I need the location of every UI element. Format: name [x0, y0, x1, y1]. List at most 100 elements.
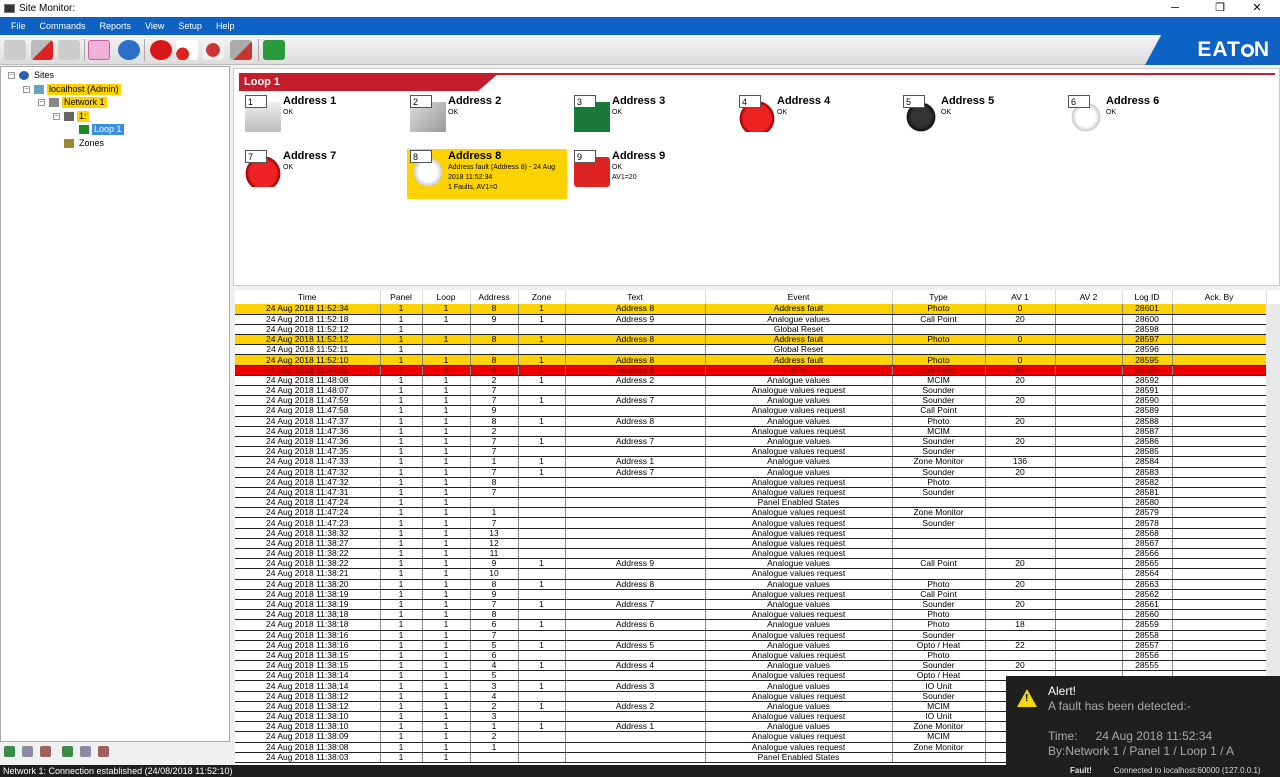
tree-node-sites[interactable]: Sites	[19, 70, 56, 81]
menu-setup[interactable]: Setup	[178, 21, 202, 31]
log-row[interactable]: 24 Aug 2018 11:47:31 1 1 7 Analogue values r…	[235, 487, 1267, 499]
mail-icon[interactable]	[88, 40, 110, 60]
log-row[interactable]: 24 Aug 2018 11:38:19 1 1 7 1 Address 7 Analogu…	[235, 599, 1267, 611]
column-header-text[interactable]: Text	[565, 290, 706, 304]
log-row[interactable]: 24 Aug 2018 11:38:16 1 1 7 Analogue values r…	[235, 630, 1267, 641]
device-tile-2[interactable]: 2 Address 2 OK	[407, 94, 567, 144]
log-row[interactable]: 24 Aug 2018 11:48:07 1 1 7 Analogue values r…	[235, 385, 1267, 397]
log-row[interactable]: 24 Aug 2018 11:47:59 1 1 7 1 Address 7 Analogu…	[235, 395, 1267, 407]
delete-network-icon[interactable]	[40, 746, 51, 757]
log-row[interactable]: 24 Aug 2018 11:47:32 1 1 8 Analogue values r…	[235, 477, 1267, 488]
log-row[interactable]: 24 Aug 2018 11:38:14 1 1 3 1 Address 3 Analogu…	[235, 680, 1267, 692]
loop-diagnostic-icon[interactable]	[263, 40, 285, 60]
log-row[interactable]: 24 Aug 2018 11:38:27 1 1 12 Analogue values …	[235, 538, 1267, 550]
download-icon[interactable]	[4, 40, 26, 60]
column-header-av-1[interactable]: AV 1	[985, 290, 1056, 304]
edit-panel-icon[interactable]	[80, 746, 91, 757]
tree-node-panel[interactable]: 1:	[64, 111, 89, 122]
device-tile-7[interactable]: 7 Address 7 OK	[242, 149, 402, 199]
column-header-type[interactable]: Type	[892, 290, 986, 304]
log-row[interactable]: 24 Aug 2018 11:38:15 1 1 4 1 Address 4 Analogu…	[235, 660, 1267, 672]
log-row[interactable]: 24 Aug 2018 11:49:52 1 1 9 1 Address 9 Fire Cal…	[235, 365, 1267, 376]
log-row[interactable]: 24 Aug 2018 11:38:20 1 1 8 1 Address 8 Analogu…	[235, 579, 1267, 590]
delete-panel-icon[interactable]	[98, 746, 109, 757]
log-row[interactable]: 24 Aug 2018 11:38:22 1 1 11 Analogue values …	[235, 548, 1267, 560]
column-header-av-2[interactable]: AV 2	[1055, 290, 1123, 304]
column-header-address[interactable]: Address	[470, 290, 519, 304]
log-row[interactable]: 24 Aug 2018 11:47:58 1 1 9 Analogue values r…	[235, 405, 1267, 417]
device-tile-5[interactable]: 5 Address 5 OK	[900, 94, 1060, 144]
collapse-icon[interactable]: −	[38, 99, 45, 106]
log-row[interactable]: 24 Aug 2018 11:47:36 1 1 7 1 Address 7 Analogu…	[235, 436, 1267, 448]
log-row[interactable]: 24 Aug 2018 11:47:24 1 1 1 Analogue values r…	[235, 507, 1267, 519]
disconnect-icon[interactable]	[31, 40, 53, 60]
log-cell: 6	[470, 650, 519, 662]
menu-reports[interactable]: Reports	[99, 21, 132, 31]
log-row[interactable]: 24 Aug 2018 11:38:22 1 1 9 1 Address 9 Analogu…	[235, 558, 1267, 570]
menu-file[interactable]: File	[11, 21, 26, 31]
add-network-icon[interactable]	[4, 746, 15, 757]
log-row[interactable]: 24 Aug 2018 11:52:12 1 Global Reset 28598	[235, 324, 1267, 336]
reset-icon[interactable]	[150, 40, 172, 60]
edit-network-icon[interactable]	[22, 746, 33, 757]
log-cell	[518, 752, 566, 763]
tree-node-network[interactable]: Network 1	[49, 97, 107, 108]
sounder-silence-icon[interactable]	[202, 40, 224, 60]
column-header-ack-by[interactable]: Ack. By	[1172, 290, 1267, 304]
log-row[interactable]: 24 Aug 2018 11:47:33 1 1 1 1 Address 1 Analogu…	[235, 456, 1267, 468]
monitor-icon[interactable]	[58, 40, 80, 60]
menu-commands[interactable]: Commands	[39, 21, 86, 31]
mute-icon[interactable]	[230, 40, 252, 60]
log-row[interactable]: 24 Aug 2018 11:52:12 1 1 8 1 Address 8 Address…	[235, 334, 1267, 346]
close-button[interactable]: ✕	[1252, 2, 1262, 14]
alert-toast[interactable]: ! Alert! A fault has been detected:- Tim…	[1006, 676, 1280, 765]
log-row[interactable]: 24 Aug 2018 11:38:16 1 1 5 1 Address 5 Analogu…	[235, 640, 1267, 651]
log-row[interactable]: 24 Aug 2018 11:52:34 1 1 8 1 Address 8 Address…	[235, 304, 1267, 315]
device-tile-4[interactable]: 4 Address 4 OK	[736, 94, 896, 144]
log-cell	[1055, 456, 1123, 468]
log-row[interactable]: 24 Aug 2018 11:47:24 1 1 Panel Enabled Stat…	[235, 497, 1267, 509]
log-row[interactable]: 24 Aug 2018 11:38:15 1 1 6 Analogue values r…	[235, 650, 1267, 662]
log-row[interactable]: 24 Aug 2018 11:38:18 1 1 6 1 Address 6 Analogu…	[235, 619, 1267, 631]
log-row[interactable]: 24 Aug 2018 11:52:11 1 Global Reset 28596	[235, 344, 1267, 356]
log-row[interactable]: 24 Aug 2018 11:38:21 1 1 10 Analogue values …	[235, 568, 1267, 580]
add-panel-icon[interactable]	[62, 746, 73, 757]
minimize-button[interactable]: ─	[1171, 2, 1179, 14]
log-cell: 7	[470, 385, 519, 397]
menu-help[interactable]: Help	[215, 21, 235, 31]
collapse-icon[interactable]: −	[23, 86, 30, 93]
column-header-log-id[interactable]: Log ID	[1122, 290, 1173, 304]
log-row[interactable]: 24 Aug 2018 11:47:32 1 1 7 1 Address 7 Analogu…	[235, 467, 1267, 478]
log-row[interactable]: 24 Aug 2018 11:47:36 1 1 2 Analogue values r…	[235, 426, 1267, 437]
log-cell: Address 8	[565, 334, 706, 346]
device-tile-1[interactable]: 1 Address 1 OK	[242, 94, 402, 144]
column-header-loop[interactable]: Loop	[422, 290, 471, 304]
column-header-event[interactable]: Event	[705, 290, 893, 304]
device-tile-9[interactable]: 9 Address 9 OK AV1=20	[571, 149, 731, 199]
log-row[interactable]: 24 Aug 2018 11:38:18 1 1 8 Analogue values r…	[235, 609, 1267, 621]
column-header-zone[interactable]: Zone	[518, 290, 566, 304]
collapse-icon[interactable]: −	[53, 113, 60, 120]
sounder-on-icon[interactable]	[176, 40, 198, 60]
column-header-time[interactable]: Time	[235, 290, 381, 304]
log-row[interactable]: 24 Aug 2018 11:52:10 1 1 8 1 Address 8 Address…	[235, 354, 1267, 366]
sync-icon[interactable]	[118, 40, 140, 60]
tree-node-zones[interactable]: Zones	[64, 138, 106, 149]
device-tile-8[interactable]: 8 Address 8 Address fault (Address 8) - 24…	[407, 149, 567, 199]
log-row[interactable]: 24 Aug 2018 11:38:32 1 1 13 Analogue values …	[235, 528, 1267, 539]
device-tile-3[interactable]: 3 Address 3 OK	[571, 94, 731, 144]
vertical-scrollbar[interactable]	[1266, 304, 1280, 765]
tree-node-loop[interactable]: Loop 1	[79, 124, 124, 135]
log-row[interactable]: 24 Aug 2018 11:47:23 1 1 7 Analogue values r…	[235, 517, 1267, 529]
maximize-button[interactable]: ❐	[1215, 2, 1225, 14]
log-row[interactable]: 24 Aug 2018 11:47:37 1 1 8 1 Address 8 Analogu…	[235, 416, 1267, 427]
collapse-icon[interactable]: −	[8, 72, 15, 79]
tree-node-host[interactable]: localhost (Admin)	[34, 84, 121, 95]
log-row[interactable]: 24 Aug 2018 11:48:08 1 1 2 1 Address 2 Analogu…	[235, 375, 1267, 387]
column-header-panel[interactable]: Panel	[380, 290, 423, 304]
log-row[interactable]: 24 Aug 2018 11:52:18 1 1 9 1 Address 9 Analogu…	[235, 314, 1267, 325]
device-tile-6[interactable]: 6 Address 6 OK	[1065, 94, 1225, 144]
menu-view[interactable]: View	[145, 21, 165, 31]
log-row[interactable]: 24 Aug 2018 11:47:35 1 1 7 Analogue values r…	[235, 446, 1267, 458]
log-row[interactable]: 24 Aug 2018 11:38:19 1 1 9 Analogue values r…	[235, 589, 1267, 600]
